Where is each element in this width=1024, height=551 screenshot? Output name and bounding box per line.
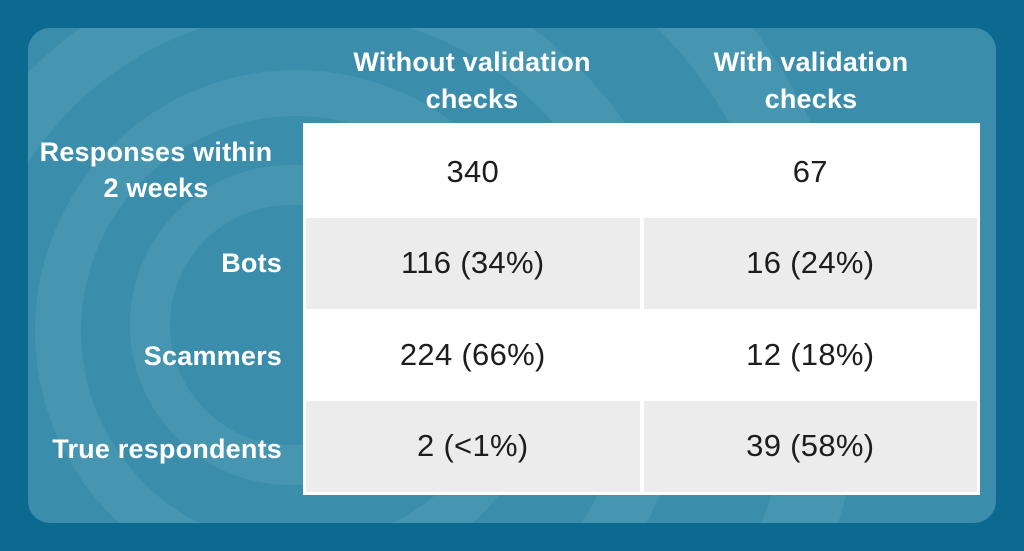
row-label-cell: True respondents (28, 402, 293, 495)
table-cell-responses-without: 340 (306, 126, 640, 218)
table-cell-bots-with: 16 (24%) (643, 217, 977, 309)
table-cell-responses-with: 67 (643, 126, 977, 218)
row-label-cell: Scammers (28, 309, 293, 402)
row-label-column: Responses within 2 weeks Bots Scammers T… (28, 123, 293, 495)
data-table: 340 67 116 (34%) 16 (24%) 224 (66%) 12 (… (303, 123, 980, 495)
table-cell-true-with: 39 (58%) (643, 400, 977, 492)
row-label-bots: Bots (221, 247, 282, 278)
column-header-without-validation: Without validation checks (353, 47, 591, 114)
row-label-true-respondents: True respondents (52, 433, 282, 464)
table-cell-true-without: 2 (<1%) (306, 400, 640, 492)
row-label-cell: Bots (28, 216, 293, 309)
table-cell-bots-without: 116 (34%) (306, 217, 640, 309)
row-label-cell: Responses within 2 weeks (28, 123, 293, 216)
row-label-responses: Responses within 2 weeks (39, 136, 273, 203)
row-label-scammers: Scammers (143, 340, 282, 371)
column-header-with-validation: With validation checks (713, 47, 909, 114)
table-cell-scammers-with: 12 (18%) (643, 309, 977, 401)
table-cell-scammers-without: 224 (66%) (306, 309, 640, 401)
